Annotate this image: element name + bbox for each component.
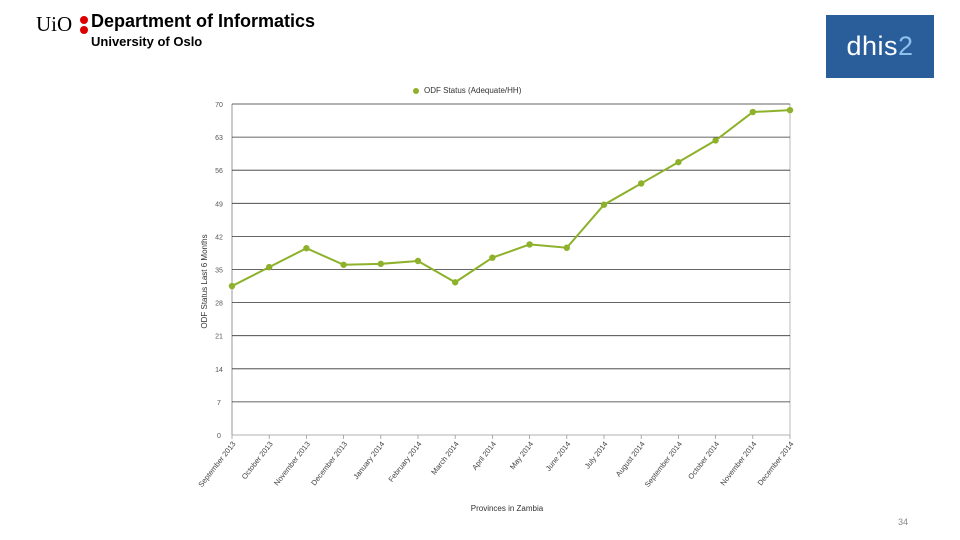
data-point xyxy=(638,180,645,187)
legend-label: ODF Status (Adequate/HH) xyxy=(424,86,522,95)
series-line xyxy=(231,109,791,287)
y-tick-label: 0 xyxy=(217,433,221,440)
y-tick-label: 21 xyxy=(215,334,223,341)
data-point xyxy=(675,158,682,166)
x-tick-label: July 2014 xyxy=(583,440,610,471)
x-tick-label: April 2014 xyxy=(470,440,498,472)
data-point xyxy=(340,261,347,268)
data-point xyxy=(712,137,719,144)
data-point xyxy=(377,260,384,268)
dhis2-logo-number: 2 xyxy=(898,31,914,61)
y-tick-label: 70 xyxy=(215,102,223,109)
y-tick-label: 56 xyxy=(215,168,223,175)
y-tick-label: 42 xyxy=(215,234,223,241)
uio-logo: UiO xyxy=(36,12,73,36)
x-tick-label: February 2014 xyxy=(386,440,423,484)
y-tick-label: 63 xyxy=(215,135,223,142)
y-tick-label: 7 xyxy=(217,400,221,407)
x-tick-label: May 2014 xyxy=(508,440,535,471)
y-axis-label: ODF Status Last 6 Months xyxy=(200,234,209,328)
x-tick-label: January 2014 xyxy=(351,440,386,481)
data-point xyxy=(749,108,756,116)
data-point xyxy=(303,245,310,252)
x-tick-label: October 2013 xyxy=(240,440,275,481)
x-tick-label: November 2014 xyxy=(718,440,758,488)
x-tick-label: August 2014 xyxy=(614,440,647,479)
data-point xyxy=(786,106,794,114)
data-point xyxy=(228,282,236,290)
data-point xyxy=(489,254,496,261)
x-tick-label: June 2014 xyxy=(544,440,573,473)
y-tick-label: 35 xyxy=(215,268,223,275)
data-point xyxy=(414,257,422,265)
x-tick-label: December 2014 xyxy=(756,440,796,488)
dhis2-logo: dhis 2 xyxy=(826,15,934,78)
dhis2-logo-text: dhis xyxy=(846,31,898,61)
y-tick-label: 14 xyxy=(215,367,223,374)
y-tick-label: 28 xyxy=(215,301,223,308)
data-point xyxy=(266,263,273,271)
x-tick-label: September 2013 xyxy=(196,440,237,489)
uio-logo-dots-icon xyxy=(80,15,88,35)
y-tick-label: 49 xyxy=(215,201,223,208)
data-point xyxy=(600,201,608,208)
page-number: 34 xyxy=(898,517,909,527)
data-point xyxy=(452,279,459,286)
data-point xyxy=(526,241,533,248)
x-tick-label: September 2014 xyxy=(643,440,684,489)
x-axis-label: Provinces in Zambia xyxy=(471,504,544,513)
data-point xyxy=(563,244,570,251)
legend-marker xyxy=(413,88,419,94)
x-tick-label: December 2013 xyxy=(309,440,349,488)
x-tick-label: March 2014 xyxy=(429,440,460,477)
university-name: University of Oslo xyxy=(91,34,203,49)
x-tick-label: November 2013 xyxy=(272,440,312,488)
department-name: Department of Informatics xyxy=(91,11,316,31)
x-tick-label: October 2014 xyxy=(686,440,721,481)
